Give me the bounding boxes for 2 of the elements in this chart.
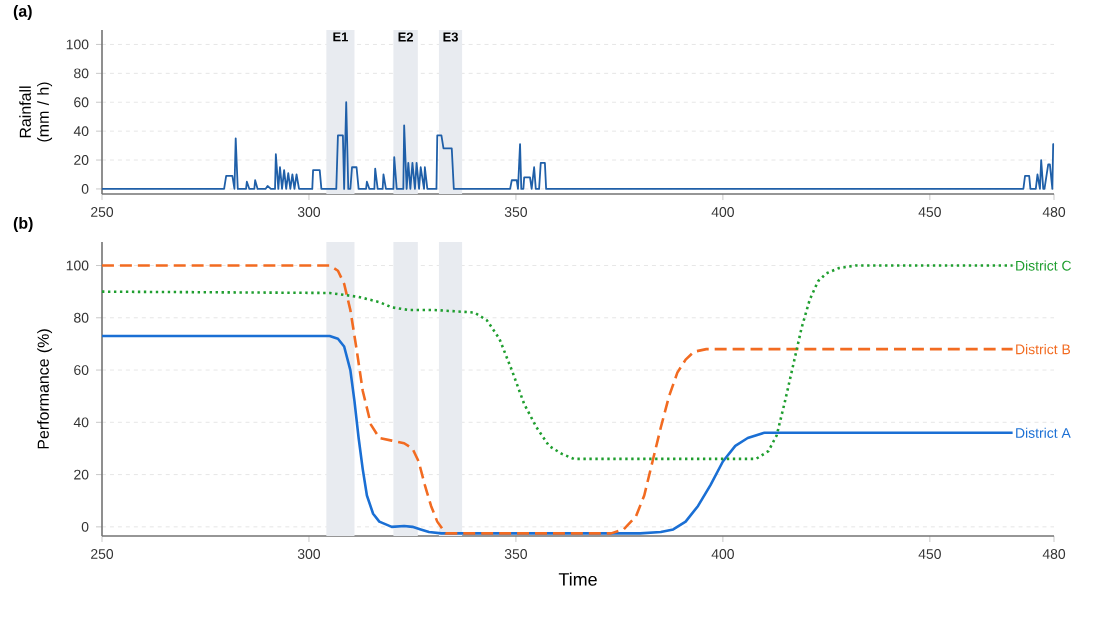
x-axis-title: Time xyxy=(558,572,597,586)
line-series xyxy=(100,334,1014,535)
